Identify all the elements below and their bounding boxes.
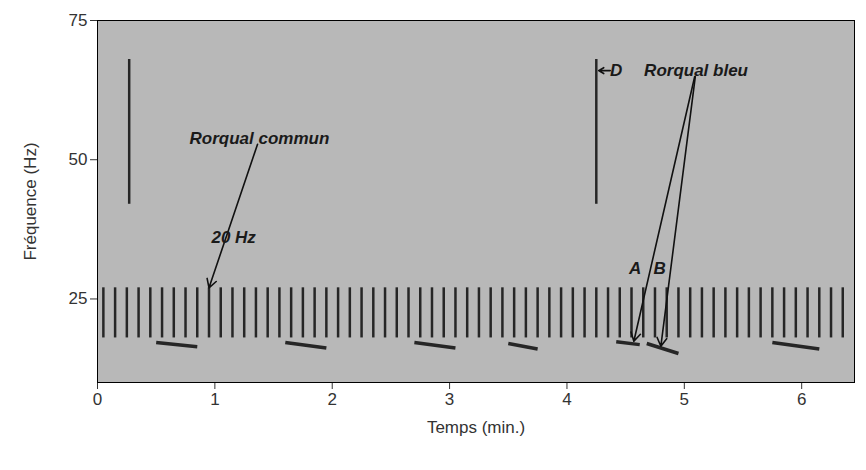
svg-text:25: 25 <box>69 289 88 308</box>
svg-text:2: 2 <box>327 390 336 409</box>
svg-text:20 Hz: 20 Hz <box>210 228 256 247</box>
svg-text:0: 0 <box>93 390 102 409</box>
svg-text:B: B <box>654 259 666 278</box>
svg-text:A: A <box>628 259 641 278</box>
svg-text:Fréquence (Hz): Fréquence (Hz) <box>21 142 40 260</box>
svg-text:3: 3 <box>445 390 454 409</box>
svg-text:D: D <box>610 61 622 80</box>
svg-text:Temps (min.): Temps (min.) <box>427 418 525 437</box>
svg-text:6: 6 <box>797 390 806 409</box>
svg-text:Rorqual commun: Rorqual commun <box>190 129 330 148</box>
svg-text:1: 1 <box>210 390 219 409</box>
svg-text:75: 75 <box>69 11 88 30</box>
svg-text:5: 5 <box>680 390 689 409</box>
svg-text:50: 50 <box>69 150 88 169</box>
svg-text:4: 4 <box>562 390 571 409</box>
svg-text:Rorqual bleu: Rorqual bleu <box>644 61 749 80</box>
